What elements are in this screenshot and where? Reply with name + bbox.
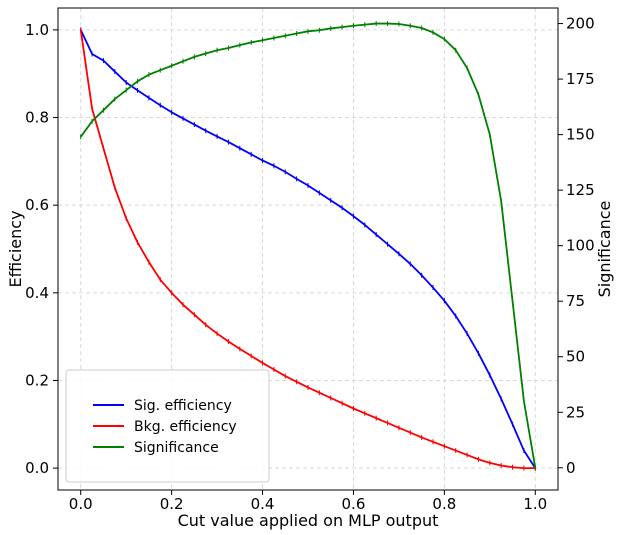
x-tick-label: 0.8 <box>432 495 456 513</box>
y2-tick-label: 100 <box>566 237 595 255</box>
x-tick-label: 1.0 <box>523 495 547 513</box>
plot-frame <box>57 7 559 491</box>
y2-tick-label: 0 <box>566 459 576 477</box>
y2-tick-label: 50 <box>566 348 585 366</box>
legend-label-sig-efficiency: Sig. efficiency <box>134 398 232 414</box>
y-tick-label: 0.8 <box>25 109 49 127</box>
legend-label-bkg-efficiency: Bkg. efficiency <box>134 419 237 435</box>
x-tick-label: 0.2 <box>160 495 184 513</box>
y2-tick-label: 125 <box>566 181 595 199</box>
x-tick-label: 0.6 <box>342 495 366 513</box>
grid <box>58 8 558 490</box>
y-tick-label: 0.4 <box>25 284 49 302</box>
y2-tick-label: 75 <box>566 292 585 310</box>
y2-axis-label: Significance <box>595 201 614 298</box>
legend-label-significance: Significance <box>134 440 219 456</box>
y2-tick-label: 150 <box>566 126 595 144</box>
y-axis-label: Efficiency <box>6 210 25 287</box>
x-tick-label: 0.0 <box>69 495 93 513</box>
y2-tick-label: 175 <box>566 70 595 88</box>
x-tick-label: 0.4 <box>251 495 275 513</box>
y-tick-label: 0.0 <box>25 459 49 477</box>
axis-ticks: 0.0 0.2 0.4 0.6 0.8 1.0 0.0 0.2 0.4 0.6 0.8 1.0 0 25 5… <box>25 15 595 513</box>
y-tick-label: 0.2 <box>25 371 49 389</box>
series-lines <box>79 21 537 471</box>
y2-tick-label: 200 <box>566 15 595 33</box>
x-axis-label: Cut value applied on MLP output <box>178 511 439 530</box>
y2-tick-label: 25 <box>566 403 585 421</box>
y-tick-label: 0.6 <box>25 196 49 214</box>
y-tick-label: 1.0 <box>25 21 49 39</box>
legend-box <box>65 369 270 483</box>
legend: Sig. efficiency Bkg. efficiency Signific… <box>65 369 270 483</box>
